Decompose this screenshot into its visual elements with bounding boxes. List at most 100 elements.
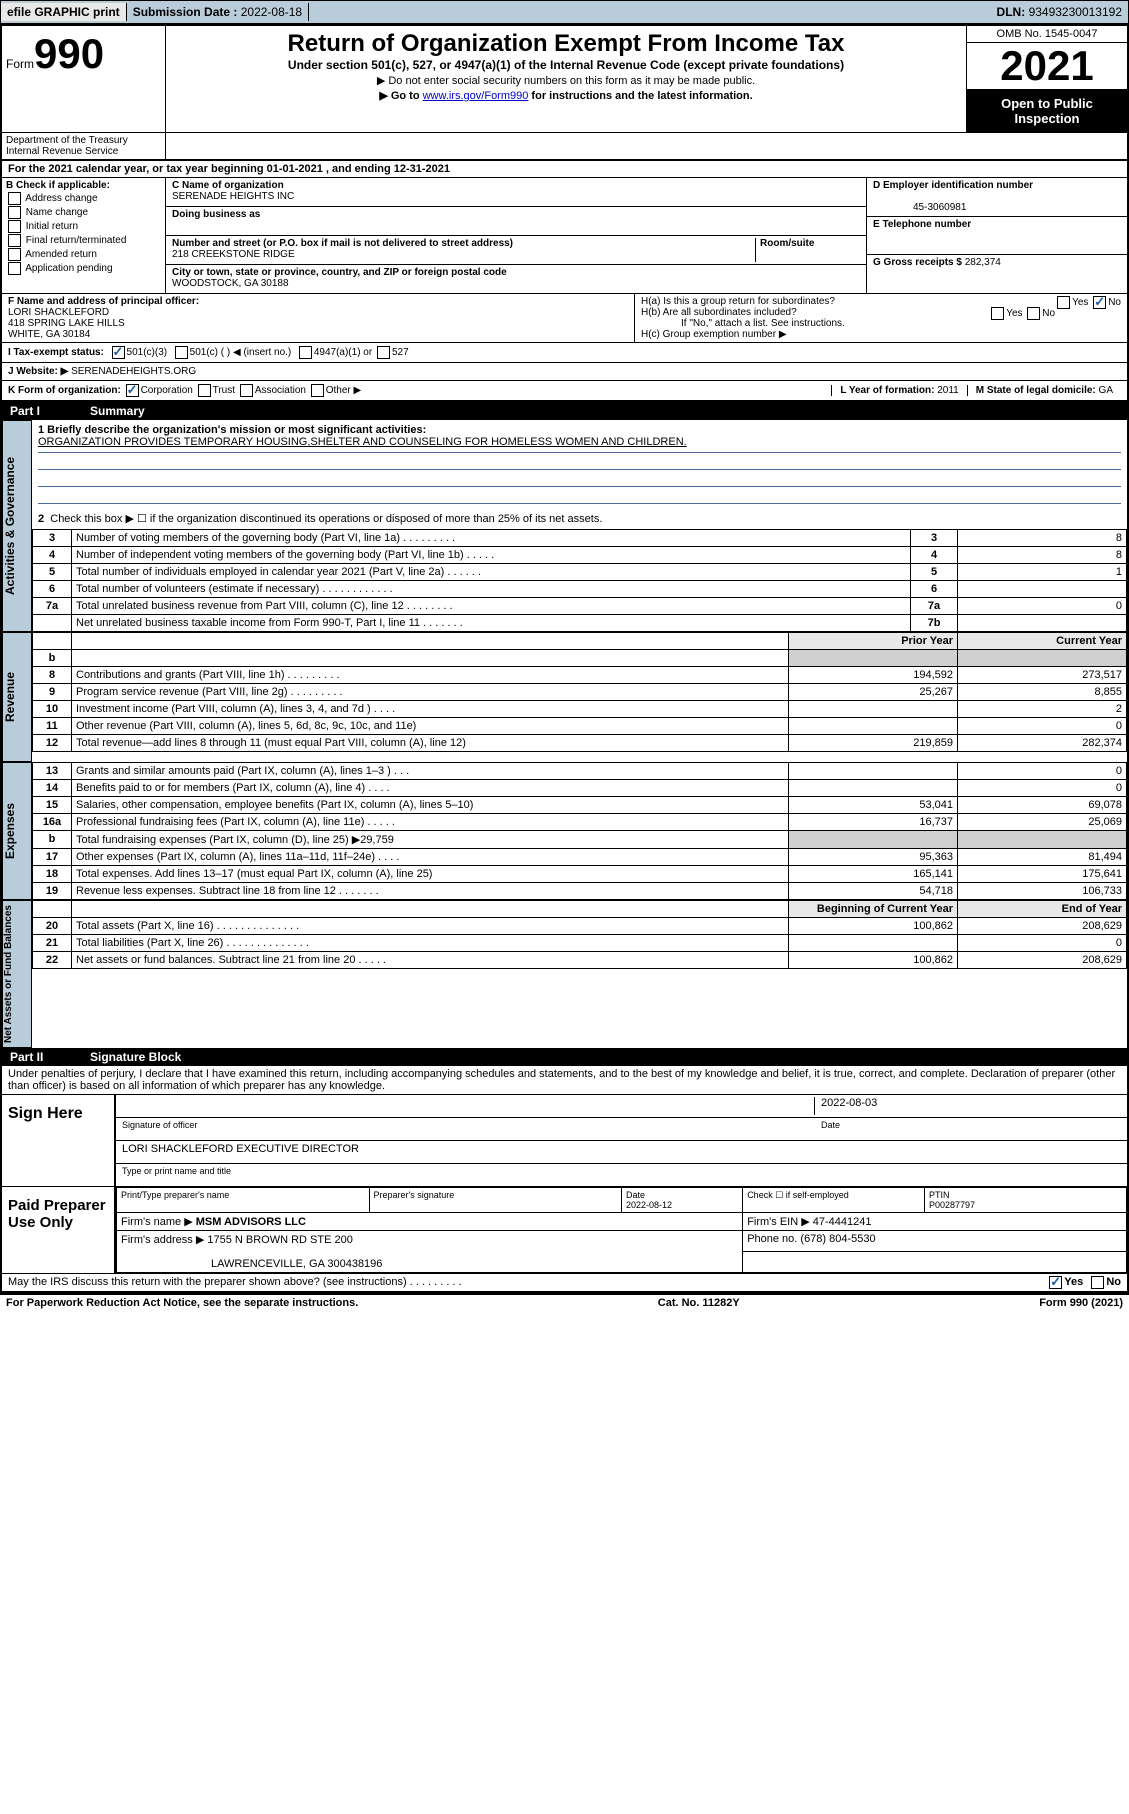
expenses-body: 13Grants and similar amounts paid (Part … [32, 762, 1127, 900]
header-bar: efile GRAPHIC print Submission Date : 20… [0, 0, 1129, 24]
table-row: 3Number of voting members of the governi… [33, 530, 1127, 547]
row-a-tax-year: For the 2021 calendar year, or tax year … [2, 161, 1127, 178]
revenue-tab: Revenue [2, 632, 32, 762]
ha-yes-checkbox[interactable] [1057, 296, 1070, 309]
submission-date-cell: Submission Date : 2022-08-18 [127, 3, 309, 21]
may-irs-no-checkbox[interactable] [1091, 1276, 1104, 1289]
room-label: Room/suite [760, 238, 814, 249]
firm-ein-cell: Firm's EIN ▶ 47-4441241 [743, 1213, 1127, 1231]
may-irs-yes-checkbox[interactable] [1049, 1276, 1062, 1289]
signature-block: Under penalties of perjury, I declare th… [2, 1066, 1127, 1293]
may-irs-no-label: No [1106, 1276, 1121, 1289]
row-m: M State of legal domicile: GA [967, 385, 1121, 396]
subtitle-1: Under section 501(c), 527, or 4947(a)(1)… [172, 58, 960, 72]
chk-name-change[interactable]: Name change [6, 206, 161, 219]
chk-corporation[interactable] [126, 384, 139, 397]
opt-association: Association [255, 385, 306, 396]
part1-title: Summary [90, 404, 145, 418]
section-b: B Check if applicable: Address change Na… [2, 178, 166, 293]
may-irs-text: May the IRS discuss this return with the… [8, 1276, 462, 1289]
part1-header: Part I Summary [2, 402, 1127, 420]
chk-final-return[interactable]: Final return/terminated [6, 234, 161, 247]
hb-label: H(b) Are all subordinates included? [641, 307, 797, 318]
title-center: Return of Organization Exempt From Incom… [166, 26, 966, 132]
chk-501c3[interactable] [112, 346, 125, 359]
dept-spacer [166, 133, 1127, 159]
chk-initial-return[interactable]: Initial return [6, 220, 161, 233]
table-row: 22Net assets or fund balances. Subtract … [33, 952, 1127, 969]
prep-head-row: Print/Type preparer's name Preparer's si… [117, 1188, 1127, 1213]
ein-value: 45-3060981 [873, 202, 966, 213]
tax-year: 2021 [967, 43, 1127, 90]
table-row: bTotal fundraising expenses (Part IX, co… [33, 831, 1127, 849]
dba-cell: Doing business as [166, 207, 866, 236]
table-row: 4Number of independent voting members of… [33, 547, 1127, 564]
irs-link[interactable]: www.irs.gov/Form990 [423, 90, 529, 102]
paperwork-notice: For Paperwork Reduction Act Notice, see … [6, 1297, 358, 1309]
part2-title: Signature Block [90, 1050, 181, 1064]
dept-treasury: Department of the Treasury Internal Reve… [2, 133, 166, 159]
chk-501c[interactable] [175, 346, 188, 359]
main-title: Return of Organization Exempt From Incom… [172, 30, 960, 58]
chk-other[interactable] [311, 384, 324, 397]
chk-527[interactable] [377, 346, 390, 359]
section-h: H(a) Is this a group return for subordin… [634, 294, 1127, 342]
section-e: E Telephone number [867, 217, 1127, 256]
table-row: 7aTotal unrelated business revenue from … [33, 598, 1127, 615]
cat-no: Cat. No. 11282Y [658, 1297, 740, 1309]
subtitle-3: ▶ Go to www.irs.gov/Form990 for instruct… [172, 89, 960, 102]
year-formation-value: 2011 [937, 385, 959, 396]
governance-body: 1 Briefly describe the organization's mi… [32, 420, 1127, 632]
section-c: C Name of organization SERENADE HEIGHTS … [166, 178, 866, 293]
ein-label: D Employer identification number [873, 180, 1033, 191]
goto-post: for instructions and the latest informat… [528, 90, 752, 102]
street-cell: Number and street (or P.O. box if mail i… [166, 236, 866, 265]
netassets-table: Beginning of Current YearEnd of Year20To… [32, 900, 1127, 969]
org-name-cell: C Name of organization SERENADE HEIGHTS … [166, 178, 866, 207]
gross-receipts-value: 282,374 [965, 257, 1001, 268]
chk-address-change[interactable]: Address change [6, 192, 161, 205]
ha-no-label: No [1108, 297, 1121, 308]
chk-4947[interactable] [299, 346, 312, 359]
chk-association[interactable] [240, 384, 253, 397]
opt-4947: 4947(a)(1) or [314, 347, 372, 358]
row-i: I Tax-exempt status: 501(c)(3) 501(c) ( … [2, 343, 1127, 363]
mission-text: ORGANIZATION PROVIDES TEMPORARY HOUSING,… [38, 436, 1121, 453]
revenue-body: Prior YearCurrent Yearb8Contributions an… [32, 632, 1127, 762]
efile-print-button[interactable]: efile GRAPHIC print [1, 3, 127, 21]
chk-application-pending[interactable]: Application pending [6, 262, 161, 275]
table-head-row: Beginning of Current YearEnd of Year [33, 901, 1127, 918]
title-row: Form990 Return of Organization Exempt Fr… [2, 26, 1127, 133]
org-name-label: C Name of organization [172, 180, 284, 191]
row-klm: K Form of organization: Corporation Trus… [2, 381, 1127, 402]
city-value: WOODSTOCK, GA 30188 [172, 278, 289, 289]
officer-name-title: LORI SHACKLEFORD EXECUTIVE DIRECTOR [122, 1143, 359, 1161]
section-f: F Name and address of principal officer:… [2, 294, 634, 342]
part1-num: Part I [10, 404, 90, 418]
opt-other: Other ▶ [326, 385, 361, 396]
row-i-label: I Tax-exempt status: [8, 347, 104, 358]
ha-label: H(a) Is this a group return for subordin… [641, 296, 835, 307]
prep-head-ptin: PTINP00287797 [924, 1188, 1126, 1213]
may-irs-yes-label: Yes [1064, 1276, 1083, 1289]
chk-trust[interactable] [198, 384, 211, 397]
row-l: L Year of formation: 2011 [831, 385, 966, 396]
table-row: 21Total liabilities (Part X, line 26) . … [33, 935, 1127, 952]
opt-527: 527 [392, 347, 409, 358]
irs-label: Internal Revenue Service [6, 146, 118, 157]
opt-corporation: Corporation [141, 385, 193, 396]
table-row: Net unrelated business taxable income fr… [33, 615, 1127, 632]
ha-no-checkbox[interactable] [1093, 296, 1106, 309]
hb-no-checkbox[interactable] [1027, 307, 1040, 320]
chk-amended-return[interactable]: Amended return [6, 248, 161, 261]
org-name: SERENADE HEIGHTS INC [172, 191, 294, 202]
chk-final-return-label: Final return/terminated [26, 235, 127, 246]
prep-head-check: Check ☐ if self-employed [743, 1188, 925, 1213]
table-row: 17Other expenses (Part IX, column (A), l… [33, 849, 1127, 866]
preparer-table: Print/Type preparer's name Preparer's si… [116, 1187, 1127, 1273]
section-b-label: B Check if applicable: [6, 180, 110, 191]
gross-receipts-label: G Gross receipts $ [873, 257, 962, 268]
perjury-text: Under penalties of perjury, I declare th… [2, 1066, 1127, 1095]
table-row: 9Program service revenue (Part VIII, lin… [33, 684, 1127, 701]
hb-yes-checkbox[interactable] [991, 307, 1004, 320]
